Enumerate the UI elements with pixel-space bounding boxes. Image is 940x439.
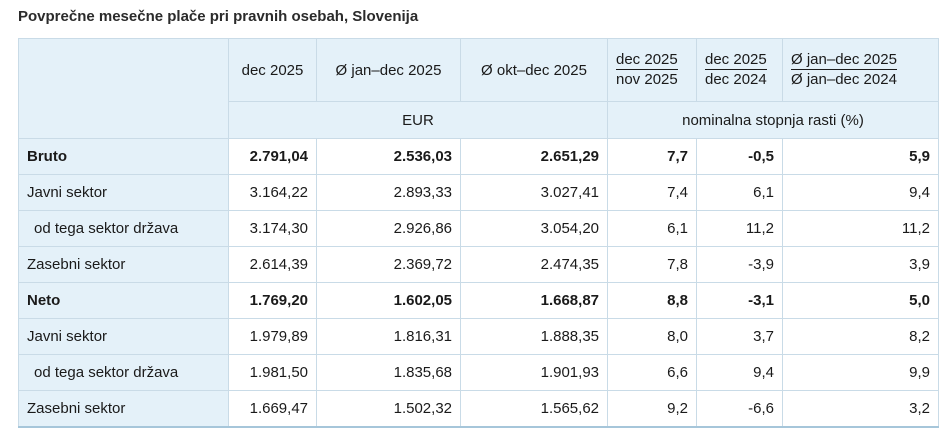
value-cell: 11,2	[782, 210, 939, 247]
page-title: Povprečne mesečne plače pri pravnih oseb…	[18, 8, 419, 25]
value-cell: 2.926,86	[316, 210, 461, 247]
row-label: Bruto	[18, 138, 229, 175]
value-cell: 1.565,62	[460, 390, 608, 428]
value-cell: 2.651,29	[460, 138, 608, 175]
header-row-units: EUR nominalna stopnja rasti (%)	[19, 101, 939, 139]
column-header-dec-2025: dec 2025	[228, 38, 317, 102]
row-label: od tega sektor država	[18, 210, 229, 247]
table-row-bruto-javni: Javni sektor 3.164,22 2.893,33 3.027,41 …	[18, 174, 939, 211]
value-cell: 2.369,72	[316, 246, 461, 283]
value-cell: 3,9	[782, 246, 939, 283]
value-cell: -3,9	[696, 246, 783, 283]
value-cell: 3.174,30	[228, 210, 317, 247]
value-cell: 1.602,05	[316, 282, 461, 319]
row-label: Zasebni sektor	[18, 246, 229, 283]
value-cell: 6,6	[607, 354, 697, 391]
value-cell: 7,7	[607, 138, 697, 175]
value-cell: -6,6	[696, 390, 783, 428]
table-row-neto: Neto 1.769,20 1.602,05 1.668,87 8,8 -3,1…	[18, 282, 939, 319]
table-row-bruto: Bruto 2.791,04 2.536,03 2.651,29 7,7 -0,…	[18, 138, 939, 175]
value-cell: 8,2	[782, 318, 939, 355]
table-row-neto-javni: Javni sektor 1.979,89 1.816,31 1.888,35 …	[18, 318, 939, 355]
row-label: Javni sektor	[18, 318, 229, 355]
value-cell: 9,9	[782, 354, 939, 391]
value-cell: 3.027,41	[460, 174, 608, 211]
value-cell: 5,0	[782, 282, 939, 319]
row-label: od tega sektor država	[18, 354, 229, 391]
value-cell: 8,0	[607, 318, 697, 355]
ratio-denominator: Ø jan–dec 2024	[791, 71, 897, 88]
value-cell: -3,1	[696, 282, 783, 319]
ratio-denominator: dec 2024	[705, 71, 767, 88]
value-cell: 2.474,35	[460, 246, 608, 283]
value-cell: 1.502,32	[316, 390, 461, 428]
column-header-ratio-avg-avg: Ø jan–dec 2025 Ø jan–dec 2024	[782, 38, 939, 102]
value-cell: 2.536,03	[316, 138, 461, 175]
value-cell: 9,2	[607, 390, 697, 428]
value-cell: 5,9	[782, 138, 939, 175]
row-label: Zasebni sektor	[18, 390, 229, 428]
unit-header-eur: EUR	[228, 101, 608, 139]
column-header-ratio-dec-nov: dec 2025 nov 2025	[607, 38, 697, 102]
ratio-numerator: Ø jan–dec 2025	[791, 51, 897, 70]
corner-cell	[18, 38, 229, 139]
salary-table: dec 2025 Ø jan–dec 2025 Ø okt–dec 2025 d…	[18, 38, 939, 428]
value-cell: 1.835,68	[316, 354, 461, 391]
row-label: Javni sektor	[18, 174, 229, 211]
value-cell: 1.981,50	[228, 354, 317, 391]
value-cell: 9,4	[696, 354, 783, 391]
value-cell: 8,8	[607, 282, 697, 319]
value-cell: 2.614,39	[228, 246, 317, 283]
header-row-periods: dec 2025 Ø jan–dec 2025 Ø okt–dec 2025 d…	[18, 38, 939, 139]
value-cell: 2.791,04	[228, 138, 317, 175]
value-cell: 1.669,47	[228, 390, 317, 428]
column-header-ratio-dec-dec: dec 2025 dec 2024	[696, 38, 783, 102]
row-label: Neto	[18, 282, 229, 319]
value-cell: 6,1	[696, 174, 783, 211]
value-cell: 7,4	[607, 174, 697, 211]
page: Povprečne mesečne plače pri pravnih oseb…	[18, 8, 939, 428]
value-cell: 1.888,35	[460, 318, 608, 355]
value-cell: 1.769,20	[228, 282, 317, 319]
table-row-bruto-zasebni: Zasebni sektor 2.614,39 2.369,72 2.474,3…	[18, 246, 939, 283]
value-cell: 1.901,93	[460, 354, 608, 391]
value-cell: 3.164,22	[228, 174, 317, 211]
ratio-denominator: nov 2025	[616, 71, 678, 88]
value-cell: 3,2	[782, 390, 939, 428]
unit-header-growth: nominalna stopnja rasti (%)	[607, 101, 939, 139]
value-cell: 9,4	[782, 174, 939, 211]
table-row-neto-zasebni: Zasebni sektor 1.669,47 1.502,32 1.565,6…	[18, 390, 939, 428]
value-cell: 2.893,33	[316, 174, 461, 211]
value-cell: 1.816,31	[316, 318, 461, 355]
table-row-neto-drzava: od tega sektor država 1.981,50 1.835,68 …	[18, 354, 939, 391]
column-header-avg-okt-dec-2025: Ø okt–dec 2025	[460, 38, 608, 102]
value-cell: 3.054,20	[460, 210, 608, 247]
column-header-avg-jan-dec-2025: Ø jan–dec 2025	[316, 38, 461, 102]
value-cell: 1.668,87	[460, 282, 608, 319]
value-cell: -0,5	[696, 138, 783, 175]
value-cell: 1.979,89	[228, 318, 317, 355]
value-cell: 3,7	[696, 318, 783, 355]
value-cell: 11,2	[696, 210, 783, 247]
ratio-numerator: dec 2025	[705, 51, 767, 70]
value-cell: 6,1	[607, 210, 697, 247]
ratio-numerator: dec 2025	[616, 51, 678, 70]
table-row-bruto-drzava: od tega sektor država 3.174,30 2.926,86 …	[18, 210, 939, 247]
value-cell: 7,8	[607, 246, 697, 283]
